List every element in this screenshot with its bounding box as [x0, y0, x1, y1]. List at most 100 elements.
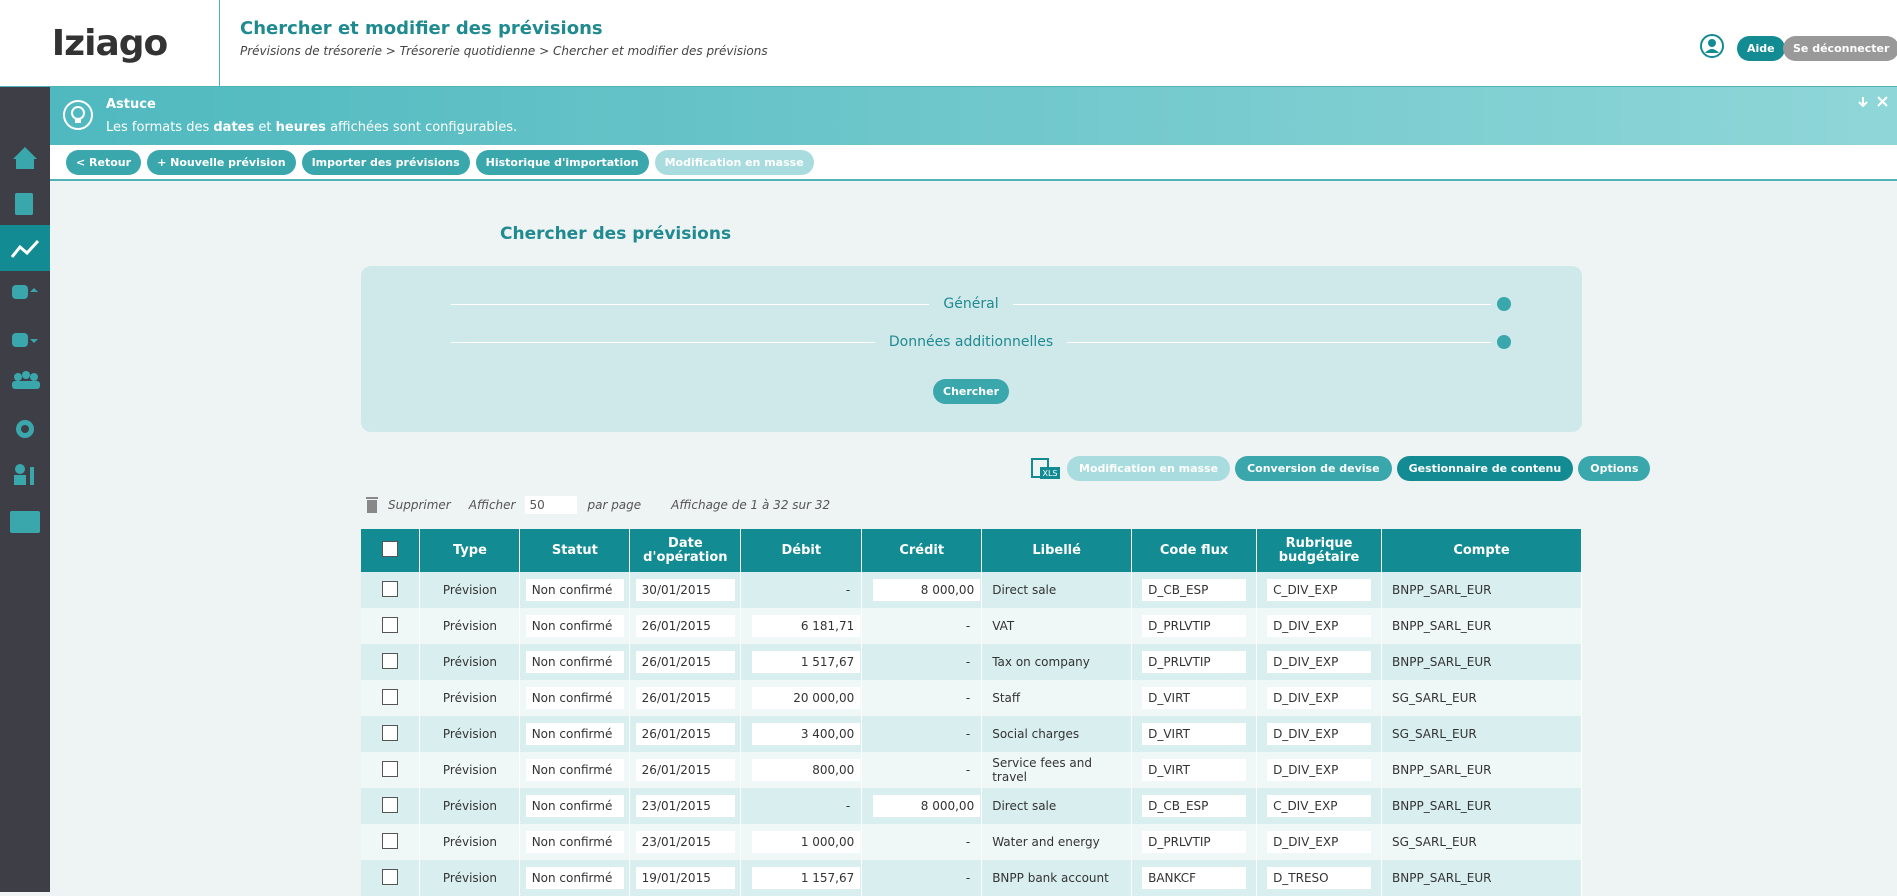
checkbox[interactable]	[382, 832, 399, 849]
input-field[interactable]: Non confirmé	[525, 759, 625, 781]
cell: Non confirmé	[519, 752, 631, 788]
input-field[interactable]: D_CB_ESP	[1142, 795, 1247, 817]
action-button[interactable]: Conversion de devise	[1235, 456, 1392, 481]
input-field[interactable]: 20 000,00	[751, 687, 861, 709]
input-field[interactable]: Non confirmé	[525, 615, 625, 637]
input-field[interactable]: Non confirmé	[525, 795, 625, 817]
input-field[interactable]: Non confirmé	[525, 579, 625, 601]
toggle[interactable]	[1497, 297, 1511, 311]
accordion-section[interactable]: Général	[451, 294, 1511, 314]
checkbox[interactable]	[382, 724, 399, 741]
checkbox[interactable]	[382, 652, 399, 669]
input-field[interactable]: D_DIV_EXP	[1267, 651, 1371, 673]
checkbox[interactable]	[382, 580, 399, 597]
checkbox[interactable]	[382, 796, 399, 813]
header-cell[interactable]: Date d'opération	[629, 529, 742, 572]
input-field[interactable]: 1 157,67	[751, 867, 861, 889]
input-field[interactable]: 8 000,00	[872, 579, 981, 601]
input-field[interactable]: D_TRESO	[1267, 867, 1371, 889]
input-field[interactable]: D_DIV_EXP	[1267, 615, 1371, 637]
input-field[interactable]: D_DIV_EXP	[1267, 831, 1371, 853]
trash-icon[interactable]	[366, 497, 378, 513]
toggle[interactable]	[1497, 335, 1512, 349]
input-field[interactable]: Non confirmé	[525, 687, 625, 709]
input-field[interactable]: D_CB_ESP	[1142, 579, 1247, 601]
input-field[interactable]: 26/01/2015	[635, 651, 736, 673]
input-field[interactable]: D_DIV_EXP	[1267, 723, 1371, 745]
cell: D_DIV_EXP	[1256, 824, 1383, 860]
input-field[interactable]: Non confirmé	[525, 831, 625, 853]
input-field[interactable]: 1 000,00	[751, 831, 861, 853]
header-cell[interactable]: Crédit	[861, 529, 983, 572]
header-cell[interactable]: Libellé	[981, 529, 1133, 572]
input-field[interactable]: D_VIRT	[1142, 687, 1247, 709]
input-field[interactable]: 30/01/2015	[635, 579, 736, 601]
breadcrumb: Prévisions de trésorerie > Trésorerie qu…	[240, 44, 768, 58]
input-field[interactable]: 26/01/2015	[635, 687, 736, 709]
header-cell[interactable]: Débit	[740, 529, 863, 572]
toolbar-button[interactable]: Importer des prévisions	[301, 149, 470, 175]
cell: D_CB_ESP	[1131, 572, 1258, 608]
input-field[interactable]: 8 000,00	[872, 795, 981, 817]
input-field[interactable]: D_VIRT	[1142, 759, 1247, 781]
delete-link[interactable]: Supprimer	[388, 498, 451, 512]
action-button[interactable]: Options	[1578, 456, 1651, 481]
input-field[interactable]: 26/01/2015	[635, 723, 736, 745]
per-page-select[interactable]: 50	[525, 496, 578, 514]
header-cell[interactable]: Rubrique budgétaire	[1256, 529, 1383, 572]
input-field[interactable]: D_VIRT	[1142, 723, 1247, 745]
cell: BNPP_SARL_EUR	[1381, 752, 1582, 788]
input-field[interactable]: 800,00	[751, 759, 861, 781]
cell: Prévision	[419, 608, 521, 644]
input-field[interactable]: 3 400,00	[751, 723, 861, 745]
action-button[interactable]: Gestionnaire de contenu	[1396, 456, 1574, 481]
action-button[interactable]: Modification en masse	[1067, 456, 1231, 481]
help-button[interactable]: Aide	[1737, 36, 1785, 61]
input-field[interactable]: 26/01/2015	[635, 759, 736, 781]
cell: 23/01/2015	[629, 824, 742, 860]
user-icon[interactable]	[1700, 34, 1724, 58]
toolbar-button[interactable]: + Nouvelle prévision	[147, 149, 296, 175]
input-field[interactable]: 23/01/2015	[635, 831, 736, 853]
section-label: Données additionnelles	[888, 334, 1054, 350]
tip-controls[interactable]	[1858, 95, 1890, 109]
input-field[interactable]: D_DIV_EXP	[1267, 759, 1371, 781]
cell-text: Service fees and travel	[992, 756, 1092, 784]
input-field[interactable]: Non confirmé	[525, 867, 625, 889]
input-field[interactable]: 26/01/2015	[635, 615, 736, 637]
toolbar-button[interactable]: Modification en masse	[654, 149, 814, 175]
input-field[interactable]: D_PRLVTIP	[1142, 615, 1247, 637]
logout-button[interactable]: Se déconnecter	[1783, 36, 1897, 61]
input-field[interactable]: 6 181,71	[751, 615, 861, 637]
input-field[interactable]: 19/01/2015	[635, 867, 736, 889]
accordion-section[interactable]: Données additionnelles	[451, 332, 1512, 352]
header-cell[interactable]: Statut	[519, 529, 631, 572]
checkbox[interactable]	[382, 868, 399, 885]
cell: 800,00	[740, 752, 863, 788]
input-field[interactable]: D_PRLVTIP	[1142, 651, 1247, 673]
input-field[interactable]: 1 517,67	[751, 651, 861, 673]
toolbar-button[interactable]: Historique d'importation	[475, 149, 649, 175]
input-field[interactable]: Non confirmé	[525, 651, 625, 673]
input-field[interactable]: D_DIV_EXP	[1267, 687, 1371, 709]
logo[interactable]: Iziago	[0, 0, 220, 87]
checkbox[interactable]	[382, 760, 399, 777]
checkbox[interactable]	[382, 616, 399, 633]
input-field[interactable]: 23/01/2015	[635, 795, 736, 817]
cell: 23/01/2015	[629, 788, 742, 824]
toolbar-button[interactable]: < Retour	[66, 149, 142, 175]
header-cell[interactable]: Type	[419, 529, 521, 572]
checkbox[interactable]	[382, 540, 399, 557]
input-field[interactable]: D_PRLVTIP	[1142, 831, 1247, 853]
input-field[interactable]: C_DIV_EXP	[1267, 579, 1371, 601]
cell: Service fees and travel	[981, 752, 1133, 788]
input-field[interactable]: Non confirmé	[525, 723, 625, 745]
input-field[interactable]: BANKCF	[1142, 867, 1247, 889]
header-cell[interactable]: Compte	[1381, 529, 1582, 572]
header-cell[interactable]: Code flux	[1131, 529, 1258, 572]
xls-icon[interactable]: XLS	[1030, 457, 1062, 481]
search-button[interactable]: Chercher	[933, 379, 1010, 404]
input-field[interactable]: C_DIV_EXP	[1267, 795, 1371, 817]
checkbox[interactable]	[382, 688, 399, 705]
cell: SG_SARL_EUR	[1381, 824, 1582, 860]
